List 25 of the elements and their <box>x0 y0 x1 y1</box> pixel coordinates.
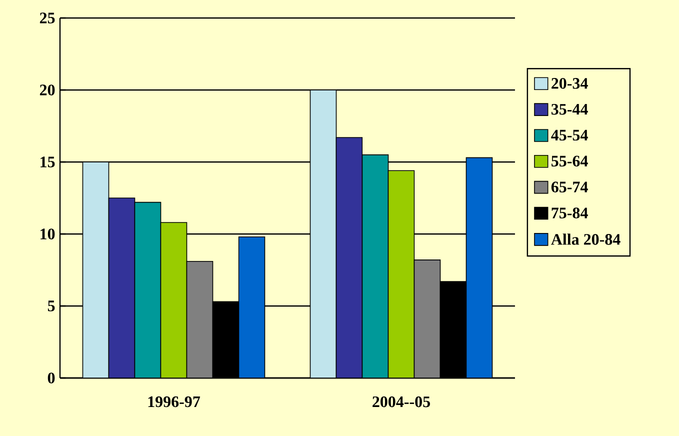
legend-label: 65-74 <box>551 182 588 192</box>
y-tick-label: 10 <box>40 228 55 240</box>
bar <box>82 162 110 378</box>
y-tick-label: 15 <box>40 156 55 168</box>
x-tick-label: 2004--05 <box>372 396 430 408</box>
bar <box>388 170 415 378</box>
legend-label: 45-54 <box>551 130 588 141</box>
legend-label: 55-64 <box>552 156 588 166</box>
bar <box>336 137 363 378</box>
bar <box>186 260 214 378</box>
bar <box>238 236 266 378</box>
bar <box>414 260 441 378</box>
legend-label: Alla 20-84 <box>551 234 620 245</box>
x-tick-label: 1996-97 <box>148 396 200 408</box>
legend-label: 75-84 <box>552 208 588 218</box>
bar <box>160 222 188 378</box>
bar <box>466 157 493 378</box>
y-tick-label: 0 <box>48 372 55 384</box>
y-tick-label: 20 <box>40 84 55 96</box>
legend-label: 20-34 <box>552 78 588 89</box>
y-tick-label: 5 <box>48 300 55 312</box>
bar <box>310 90 337 378</box>
bar <box>108 198 136 378</box>
legend-label: 35-44 <box>552 104 588 115</box>
y-tick-label: 25 <box>40 12 55 24</box>
